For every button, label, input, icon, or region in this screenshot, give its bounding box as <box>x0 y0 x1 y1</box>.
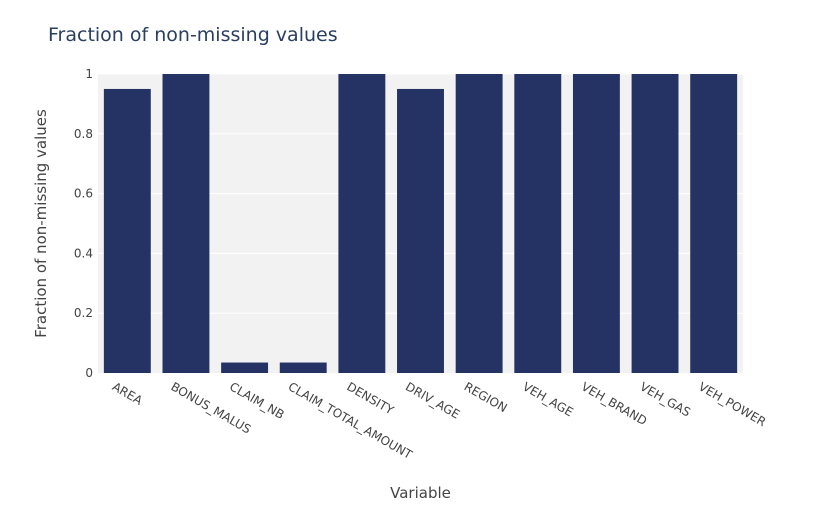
bar-region[interactable] <box>455 74 503 373</box>
y-tick-label: 0.8 <box>74 127 93 141</box>
bar-bonus-malus[interactable] <box>162 74 210 373</box>
y-tick-label: 0.2 <box>74 306 93 320</box>
bar-veh-brand[interactable] <box>572 74 620 373</box>
x-axis-label: Variable <box>390 484 451 502</box>
x-tick-label: REGION <box>462 379 510 415</box>
bar-density[interactable] <box>338 74 386 373</box>
bar-veh-gas[interactable] <box>631 74 679 373</box>
chart-title: Fraction of non-missing values <box>48 24 338 46</box>
bar-claim-nb[interactable] <box>221 362 269 373</box>
y-tick-label: 0.4 <box>74 246 93 260</box>
x-tick-label: DRIV_AGE <box>403 379 462 421</box>
x-tick-label: AREA <box>110 379 146 408</box>
x-tick-label: VEH_AGE <box>520 379 575 419</box>
x-tick-label: DENSITY <box>344 379 396 417</box>
bar-area[interactable] <box>103 88 151 373</box>
bars <box>103 74 738 373</box>
y-axis-label: Fraction of non-missing values <box>32 109 50 338</box>
bar-driv-age[interactable] <box>397 88 444 373</box>
x-tick-label: VEH_POWER <box>696 379 768 429</box>
y-tick-label: 0 <box>85 366 93 380</box>
y-tick-labels: 0 0.2 0.4 0.6 0.8 1 <box>74 67 93 380</box>
x-tick-label: VEH_BRAND <box>579 379 650 428</box>
bar-veh-power[interactable] <box>690 74 738 373</box>
bar-claim-total-amount[interactable] <box>279 362 327 373</box>
y-tick-label: 1 <box>85 67 93 81</box>
y-tick-label: 0.6 <box>74 187 93 201</box>
bar-veh-age[interactable] <box>514 74 562 373</box>
